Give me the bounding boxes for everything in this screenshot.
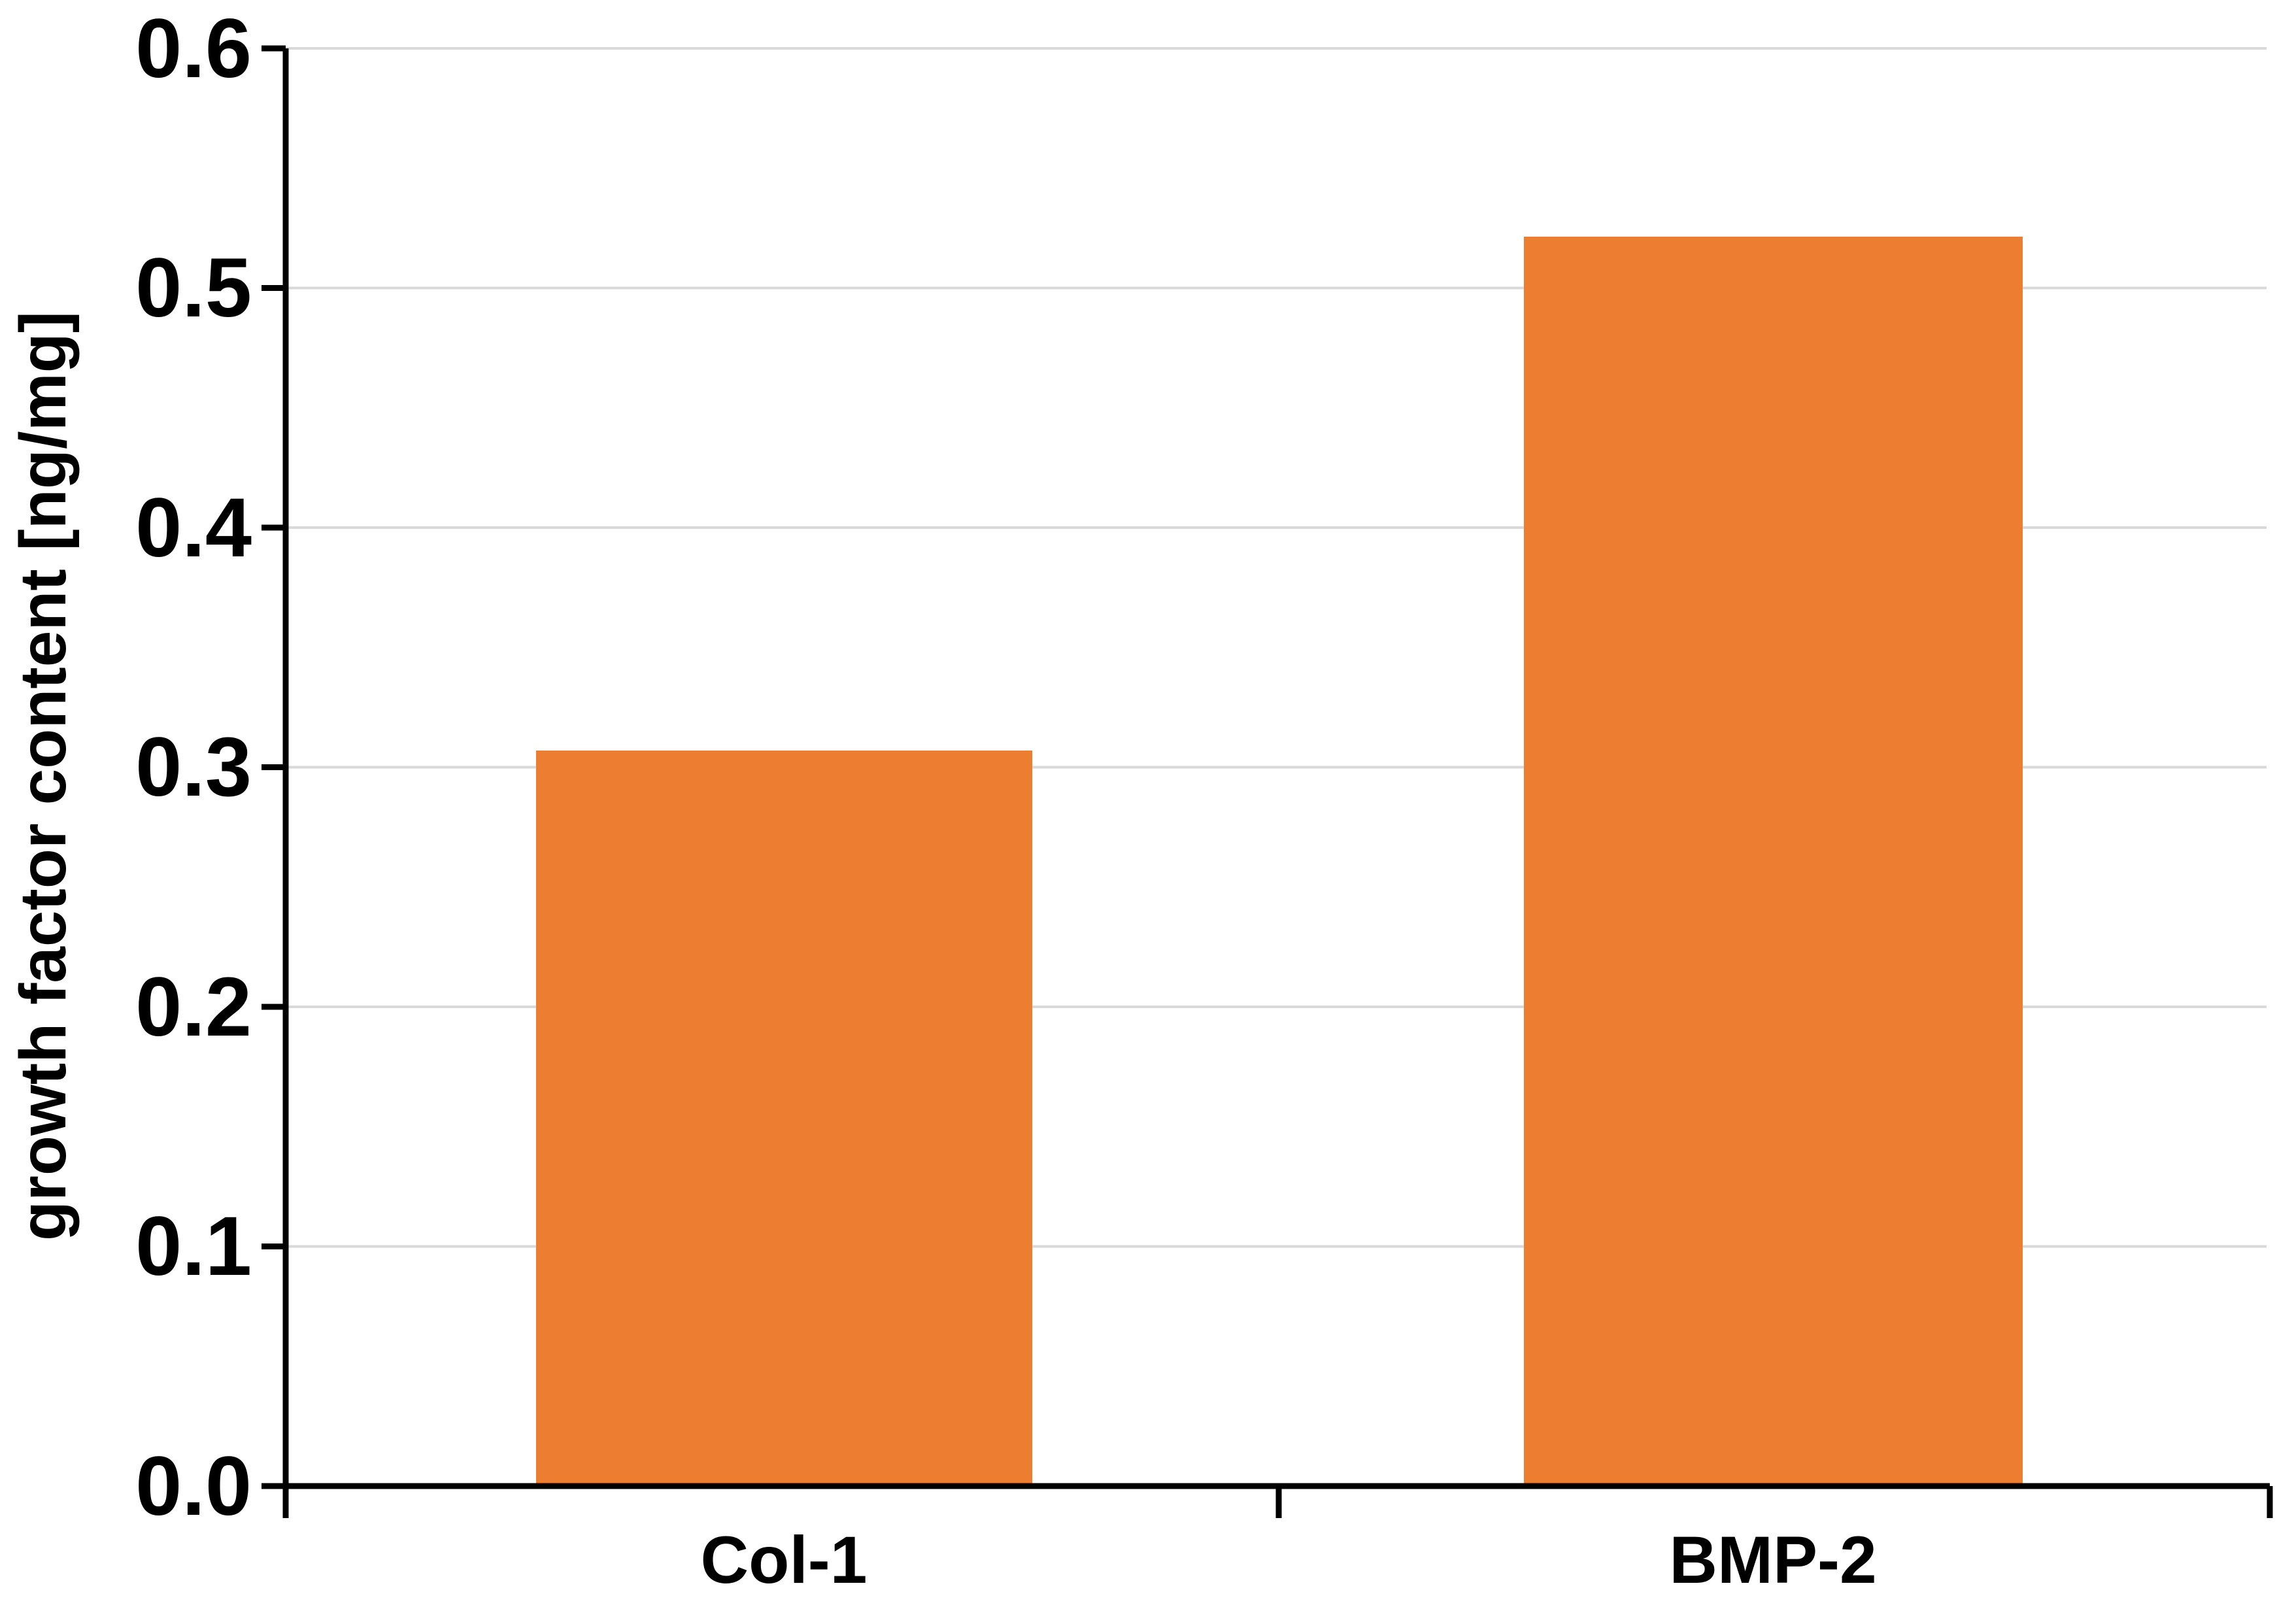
svg-text:0.1: 0.1 [135, 1200, 252, 1293]
svg-text:0.5: 0.5 [135, 241, 252, 335]
svg-text:0.2: 0.2 [135, 960, 252, 1054]
svg-text:BMP-2: BMP-2 [1669, 1523, 1876, 1597]
svg-text:0.0: 0.0 [135, 1440, 252, 1533]
svg-text:0.6: 0.6 [135, 2, 252, 95]
svg-text:0.3: 0.3 [135, 720, 252, 814]
svg-text:0.4: 0.4 [135, 481, 252, 575]
svg-text:Col-1: Col-1 [701, 1523, 868, 1597]
svg-text:growth factor content [ng/mg]: growth factor content [ng/mg] [7, 311, 80, 1241]
